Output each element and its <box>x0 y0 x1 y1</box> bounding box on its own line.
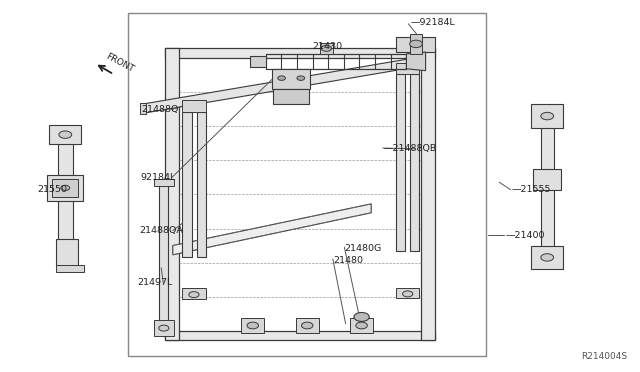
Polygon shape <box>165 331 435 340</box>
Circle shape <box>541 112 554 120</box>
Text: —92184L: —92184L <box>410 18 455 27</box>
Circle shape <box>278 76 285 80</box>
Polygon shape <box>49 125 81 144</box>
Polygon shape <box>406 52 426 71</box>
Circle shape <box>321 45 332 51</box>
Polygon shape <box>414 57 421 68</box>
Text: 92184L: 92184L <box>141 173 176 182</box>
Polygon shape <box>165 48 435 58</box>
Polygon shape <box>320 43 333 54</box>
Polygon shape <box>396 63 419 74</box>
Circle shape <box>61 185 70 190</box>
Polygon shape <box>165 48 179 340</box>
Circle shape <box>541 254 554 261</box>
Polygon shape <box>531 246 563 269</box>
Polygon shape <box>154 179 174 186</box>
Polygon shape <box>154 320 174 336</box>
Polygon shape <box>541 126 554 247</box>
Polygon shape <box>350 318 373 333</box>
Text: 21480G: 21480G <box>344 244 381 253</box>
Polygon shape <box>250 56 266 67</box>
Polygon shape <box>52 179 78 197</box>
Polygon shape <box>140 103 146 114</box>
Polygon shape <box>410 74 419 251</box>
Polygon shape <box>396 74 405 251</box>
Text: 21550: 21550 <box>37 185 67 194</box>
Text: FRONT: FRONT <box>104 51 136 74</box>
Polygon shape <box>531 104 563 128</box>
Polygon shape <box>142 58 416 113</box>
Circle shape <box>59 131 72 138</box>
Polygon shape <box>396 37 435 52</box>
Text: 21488Q: 21488Q <box>141 105 178 114</box>
Circle shape <box>410 40 422 48</box>
Polygon shape <box>272 69 310 89</box>
Polygon shape <box>173 204 371 255</box>
Polygon shape <box>197 112 206 257</box>
Circle shape <box>356 322 367 329</box>
Circle shape <box>247 322 259 329</box>
Circle shape <box>301 322 313 329</box>
Text: 21488QA: 21488QA <box>140 226 184 235</box>
Text: —21555: —21555 <box>512 185 552 194</box>
Circle shape <box>189 292 199 298</box>
Polygon shape <box>396 288 419 298</box>
Polygon shape <box>241 318 264 333</box>
Text: —21400: —21400 <box>506 231 545 240</box>
Text: 21497L: 21497L <box>138 278 173 287</box>
Circle shape <box>403 291 413 297</box>
Polygon shape <box>56 265 84 272</box>
Polygon shape <box>421 48 435 340</box>
Polygon shape <box>533 169 561 190</box>
Polygon shape <box>58 141 73 240</box>
Circle shape <box>159 325 169 331</box>
Polygon shape <box>182 100 206 112</box>
Polygon shape <box>47 175 83 201</box>
Polygon shape <box>56 239 78 266</box>
Text: 21430: 21430 <box>312 42 342 51</box>
Polygon shape <box>296 318 319 333</box>
Polygon shape <box>128 13 486 356</box>
Polygon shape <box>159 184 168 321</box>
Polygon shape <box>182 112 192 257</box>
Polygon shape <box>273 89 309 104</box>
Circle shape <box>354 312 369 321</box>
Polygon shape <box>410 34 422 54</box>
Polygon shape <box>182 288 206 299</box>
Text: 21480: 21480 <box>333 256 363 265</box>
Text: R214004S: R214004S <box>581 352 627 361</box>
Text: —21488QB: —21488QB <box>384 144 437 153</box>
Circle shape <box>297 76 305 80</box>
